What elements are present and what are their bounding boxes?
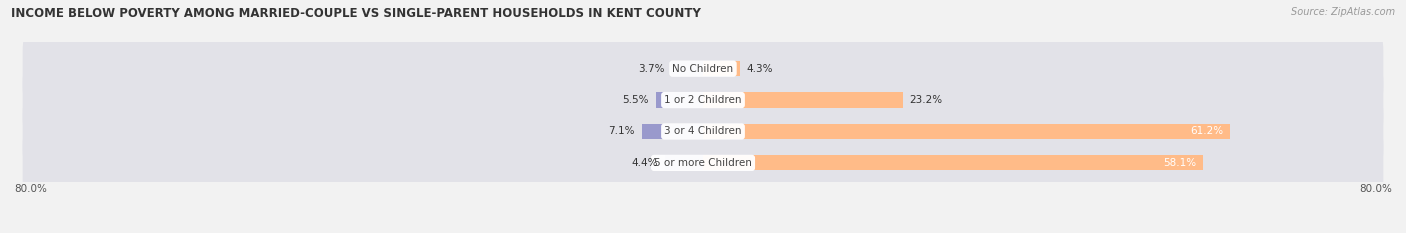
- Text: 3 or 4 Children: 3 or 4 Children: [664, 127, 742, 137]
- FancyBboxPatch shape: [22, 35, 1384, 102]
- Bar: [703, 124, 1230, 139]
- Bar: [703, 61, 740, 76]
- Text: Source: ZipAtlas.com: Source: ZipAtlas.com: [1291, 7, 1395, 17]
- FancyBboxPatch shape: [22, 66, 1384, 134]
- Text: INCOME BELOW POVERTY AMONG MARRIED-COUPLE VS SINGLE-PARENT HOUSEHOLDS IN KENT CO: INCOME BELOW POVERTY AMONG MARRIED-COUPL…: [11, 7, 702, 20]
- Text: 80.0%: 80.0%: [1360, 184, 1392, 194]
- Text: No Children: No Children: [672, 64, 734, 74]
- Bar: [671, 61, 703, 76]
- Text: 1 or 2 Children: 1 or 2 Children: [664, 95, 742, 105]
- Text: 23.2%: 23.2%: [910, 95, 943, 105]
- Text: 58.1%: 58.1%: [1163, 158, 1197, 168]
- Text: 4.3%: 4.3%: [747, 64, 773, 74]
- Bar: [643, 124, 703, 139]
- Text: 61.2%: 61.2%: [1189, 127, 1223, 137]
- Text: 80.0%: 80.0%: [14, 184, 46, 194]
- Text: 3.7%: 3.7%: [638, 64, 664, 74]
- Bar: [655, 93, 703, 108]
- FancyBboxPatch shape: [22, 98, 1384, 165]
- Text: 5 or more Children: 5 or more Children: [654, 158, 752, 168]
- FancyBboxPatch shape: [22, 129, 1384, 196]
- Text: 4.4%: 4.4%: [631, 158, 658, 168]
- Bar: [665, 155, 703, 171]
- Bar: [703, 155, 1204, 171]
- Text: 5.5%: 5.5%: [623, 95, 648, 105]
- Bar: [703, 93, 903, 108]
- Text: 7.1%: 7.1%: [609, 127, 636, 137]
